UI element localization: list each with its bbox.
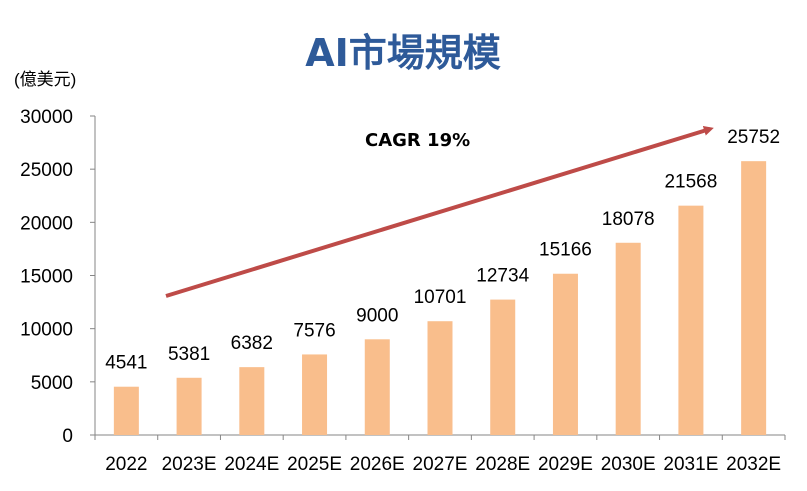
- bar-2030E: [615, 242, 641, 435]
- bar-2022: [113, 386, 139, 435]
- bar-2023E: [176, 377, 202, 435]
- y-axis: 0 5000 10000 15000 20000 25000 30000: [20, 107, 96, 447]
- data-label-2031E: 21568: [664, 172, 717, 193]
- x-tick-label-2029E: 2029E: [538, 454, 593, 475]
- y-axis-label: (億美元): [14, 70, 76, 89]
- data-labels: 4541 5381 6382 7576 9000 10701 12734 15166 18078…: [105, 127, 780, 374]
- x-tick-label-2030E: 2030E: [601, 454, 656, 475]
- x-tick-label-2031E: 2031E: [663, 454, 718, 475]
- bar-2028E: [490, 299, 516, 435]
- x-tick-label-2025E: 2025E: [287, 454, 342, 475]
- data-label-2026E: 9000: [356, 305, 398, 326]
- x-tick-label-2032E: 2032E: [726, 454, 781, 475]
- y-tick-label: 25000: [20, 160, 73, 181]
- y-tick-label: 5000: [31, 373, 73, 394]
- y-tick-label: 30000: [20, 107, 73, 128]
- y-tick-label: 15000: [20, 267, 73, 288]
- x-tick-label-2024E: 2024E: [224, 454, 279, 475]
- data-label-2022: 4541: [105, 353, 147, 374]
- bar-series: [113, 161, 767, 435]
- data-label-2023E: 5381: [168, 344, 210, 365]
- bar-2025E: [302, 354, 328, 435]
- bar-2029E: [552, 273, 578, 435]
- data-label-2024E: 6382: [231, 333, 273, 354]
- trend-arrow: [165, 125, 714, 298]
- x-axis: 2022 2023E 2024E 2025E 2026E 2027E 2028E 2029E 2…: [94, 434, 786, 475]
- x-tick-label-2027E: 2027E: [413, 454, 468, 475]
- bar-2027E: [427, 321, 453, 435]
- x-tick-label-2022: 2022: [105, 454, 147, 475]
- x-tick-label-2026E: 2026E: [350, 454, 405, 475]
- data-label-2030E: 18078: [602, 209, 655, 230]
- chart-title: AI市場規模: [305, 31, 501, 75]
- x-tick-label-2023E: 2023E: [162, 454, 217, 475]
- data-label-2027E: 10701: [414, 287, 467, 308]
- bar-2031E: [678, 205, 704, 435]
- cagr-annotation: CAGR 19%: [365, 130, 470, 151]
- bar-2024E: [239, 367, 265, 435]
- y-tick-label: 10000: [20, 320, 73, 341]
- y-tick-label: 0: [62, 426, 73, 447]
- data-label-2029E: 15166: [539, 240, 592, 261]
- bar-2032E: [741, 161, 767, 435]
- data-label-2025E: 7576: [293, 320, 335, 341]
- y-tick-label: 20000: [20, 213, 73, 234]
- bar-2026E: [364, 339, 390, 435]
- data-label-2032E: 25752: [727, 127, 780, 148]
- x-tick-label-2028E: 2028E: [475, 454, 530, 475]
- data-label-2028E: 12734: [476, 266, 529, 287]
